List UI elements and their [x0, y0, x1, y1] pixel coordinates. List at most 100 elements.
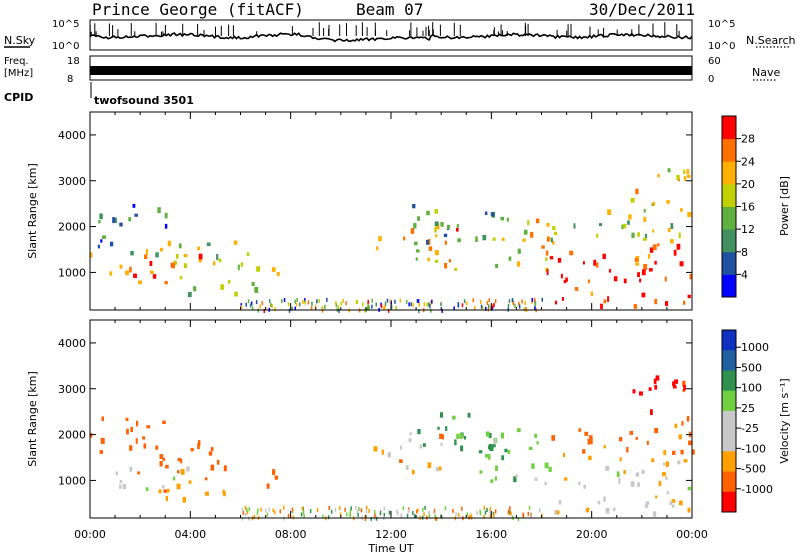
velocity-echo-cell: [613, 507, 616, 512]
velocity-echo-cell: [301, 506, 304, 511]
velocity-colorbar: 1000 500 100 25 -25 -100 -500 -1000 Velocity [m…: [721, 329, 791, 513]
velocity-echo-cell: [300, 512, 303, 517]
velocity-echo-cell: [635, 472, 639, 477]
power-echo-cell: [426, 302, 428, 307]
power-echo-cell: [608, 269, 612, 273]
power-echo-cell: [643, 264, 648, 270]
power-echo-cell: [276, 272, 280, 277]
velocity-echo-cell: [437, 426, 440, 430]
freq-unit: [MHz]: [4, 68, 33, 79]
power-echo-cell: [288, 308, 291, 313]
power-echo-cell: [590, 291, 593, 296]
velocity-echo-cell: [460, 445, 464, 452]
velocity-echo-cell: [279, 509, 281, 514]
velocity-echo-cell: [578, 428, 582, 432]
velocity-echo-cell: [484, 510, 487, 515]
velocity-echo-cell: [125, 417, 129, 421]
power-echo-cell: [508, 256, 512, 261]
nsky-label: N.Sky: [4, 34, 36, 47]
power-echo-cell: [164, 212, 168, 219]
power-echo-cell: [613, 276, 618, 282]
velocity-echo-cell: [327, 515, 330, 520]
velocity-echo-cell: [495, 465, 498, 472]
velocity-echo-cell: [287, 513, 290, 518]
power-echo-cell: [434, 259, 439, 263]
time-axis-label: Time UT: [367, 542, 413, 554]
power-echo-cell: [395, 306, 397, 310]
velocity-echo-cell: [383, 513, 386, 517]
power-echo-cell: [461, 303, 464, 308]
velocity-echo-cell: [484, 454, 489, 458]
velocity-colorbar-cells: [722, 330, 736, 513]
velocity-echo-cell: [457, 512, 460, 517]
velocity-echo-cell: [516, 428, 521, 433]
velocity-colorbar-frame: [721, 329, 737, 513]
velocity-echo-cell: [365, 505, 368, 510]
velocity-echo-cell: [666, 491, 669, 495]
power-echo-cell: [463, 299, 466, 304]
nsearch-tick-high: 10^5: [708, 19, 735, 30]
power-panel: 1000 2000 3000 4000 Slant Range [km]: [26, 111, 693, 314]
power-echo-cell: [602, 253, 606, 260]
power-echo-cell: [416, 299, 419, 303]
velocity-echo-cell: [115, 471, 118, 476]
power-echo-cell: [233, 240, 238, 245]
velocity-echo-cell: [402, 506, 405, 511]
power-echo-cell: [362, 302, 364, 307]
power-echo-cell: [466, 301, 468, 306]
power-echo-cell: [670, 223, 674, 229]
velocity-echo-cell: [691, 449, 695, 455]
power-echo-cell: [132, 203, 136, 208]
power-echo-cell: [457, 302, 460, 306]
power-ylabel: Slant Range [km]: [26, 163, 39, 259]
power-echo-cell: [335, 301, 337, 306]
power-echo-cell: [390, 300, 392, 305]
power-echo-cell: [434, 226, 437, 233]
velocity-echo-cell: [303, 514, 305, 519]
power-echo-cell: [679, 261, 684, 267]
velocity-echo-cell: [274, 475, 278, 480]
power-echo-cell: [687, 294, 691, 299]
velocity-echo-cell: [162, 485, 165, 489]
velocity-echo-cell: [163, 489, 168, 493]
velocity-echo-cell: [618, 478, 621, 484]
power-echo-cell: [472, 298, 474, 303]
power-echo-cell: [316, 299, 318, 304]
velocity-echo-cell: [354, 505, 357, 510]
velocity-echo-cell: [467, 412, 471, 418]
velocity-echo-cell: [440, 412, 443, 418]
power-echo-cell: [318, 299, 320, 303]
velocity-echo-cell: [130, 427, 133, 432]
power-echo-cell: [375, 302, 377, 307]
velocity-echo-cell: [411, 469, 415, 475]
velocity-echo-cell: [422, 443, 426, 447]
power-echoes: [90, 168, 693, 314]
power-echo-cell: [670, 239, 674, 244]
power-echo-cell: [428, 246, 433, 251]
velocity-echo-cell: [423, 512, 425, 517]
velocity-echo-cell: [137, 471, 140, 475]
velocity-echo-cell: [159, 454, 164, 459]
nsearch-tick-low: 10^0: [708, 41, 735, 52]
power-echo-cell: [109, 271, 113, 276]
velocity-echo-cell: [172, 476, 176, 481]
velocity-echo-cell: [515, 474, 518, 478]
power-colorbar: 4 8 12 16 20 24 28 Power [dB]: [721, 115, 791, 298]
power-echo-cell: [687, 211, 692, 218]
velocity-echo-cell: [683, 459, 688, 463]
velocity-echo-cell: [162, 420, 166, 424]
velocity-echo-cell: [216, 459, 220, 465]
velocity-echo-cell: [489, 507, 492, 512]
velocity-echo-cell: [459, 433, 463, 439]
power-echo-cell: [560, 273, 563, 279]
power-echo-cell: [680, 208, 683, 212]
power-echo-cell: [523, 307, 526, 312]
velocity-echo-cell: [119, 480, 123, 484]
velocity-echo-cell: [205, 491, 209, 496]
velocity-echo-cell: [253, 514, 255, 519]
power-echo-cell: [667, 227, 671, 232]
velocity-echo-cell: [248, 507, 250, 512]
power-echo-cell: [198, 256, 202, 263]
power-echo-cell: [109, 241, 114, 247]
velocity-echo-cell: [632, 389, 636, 394]
